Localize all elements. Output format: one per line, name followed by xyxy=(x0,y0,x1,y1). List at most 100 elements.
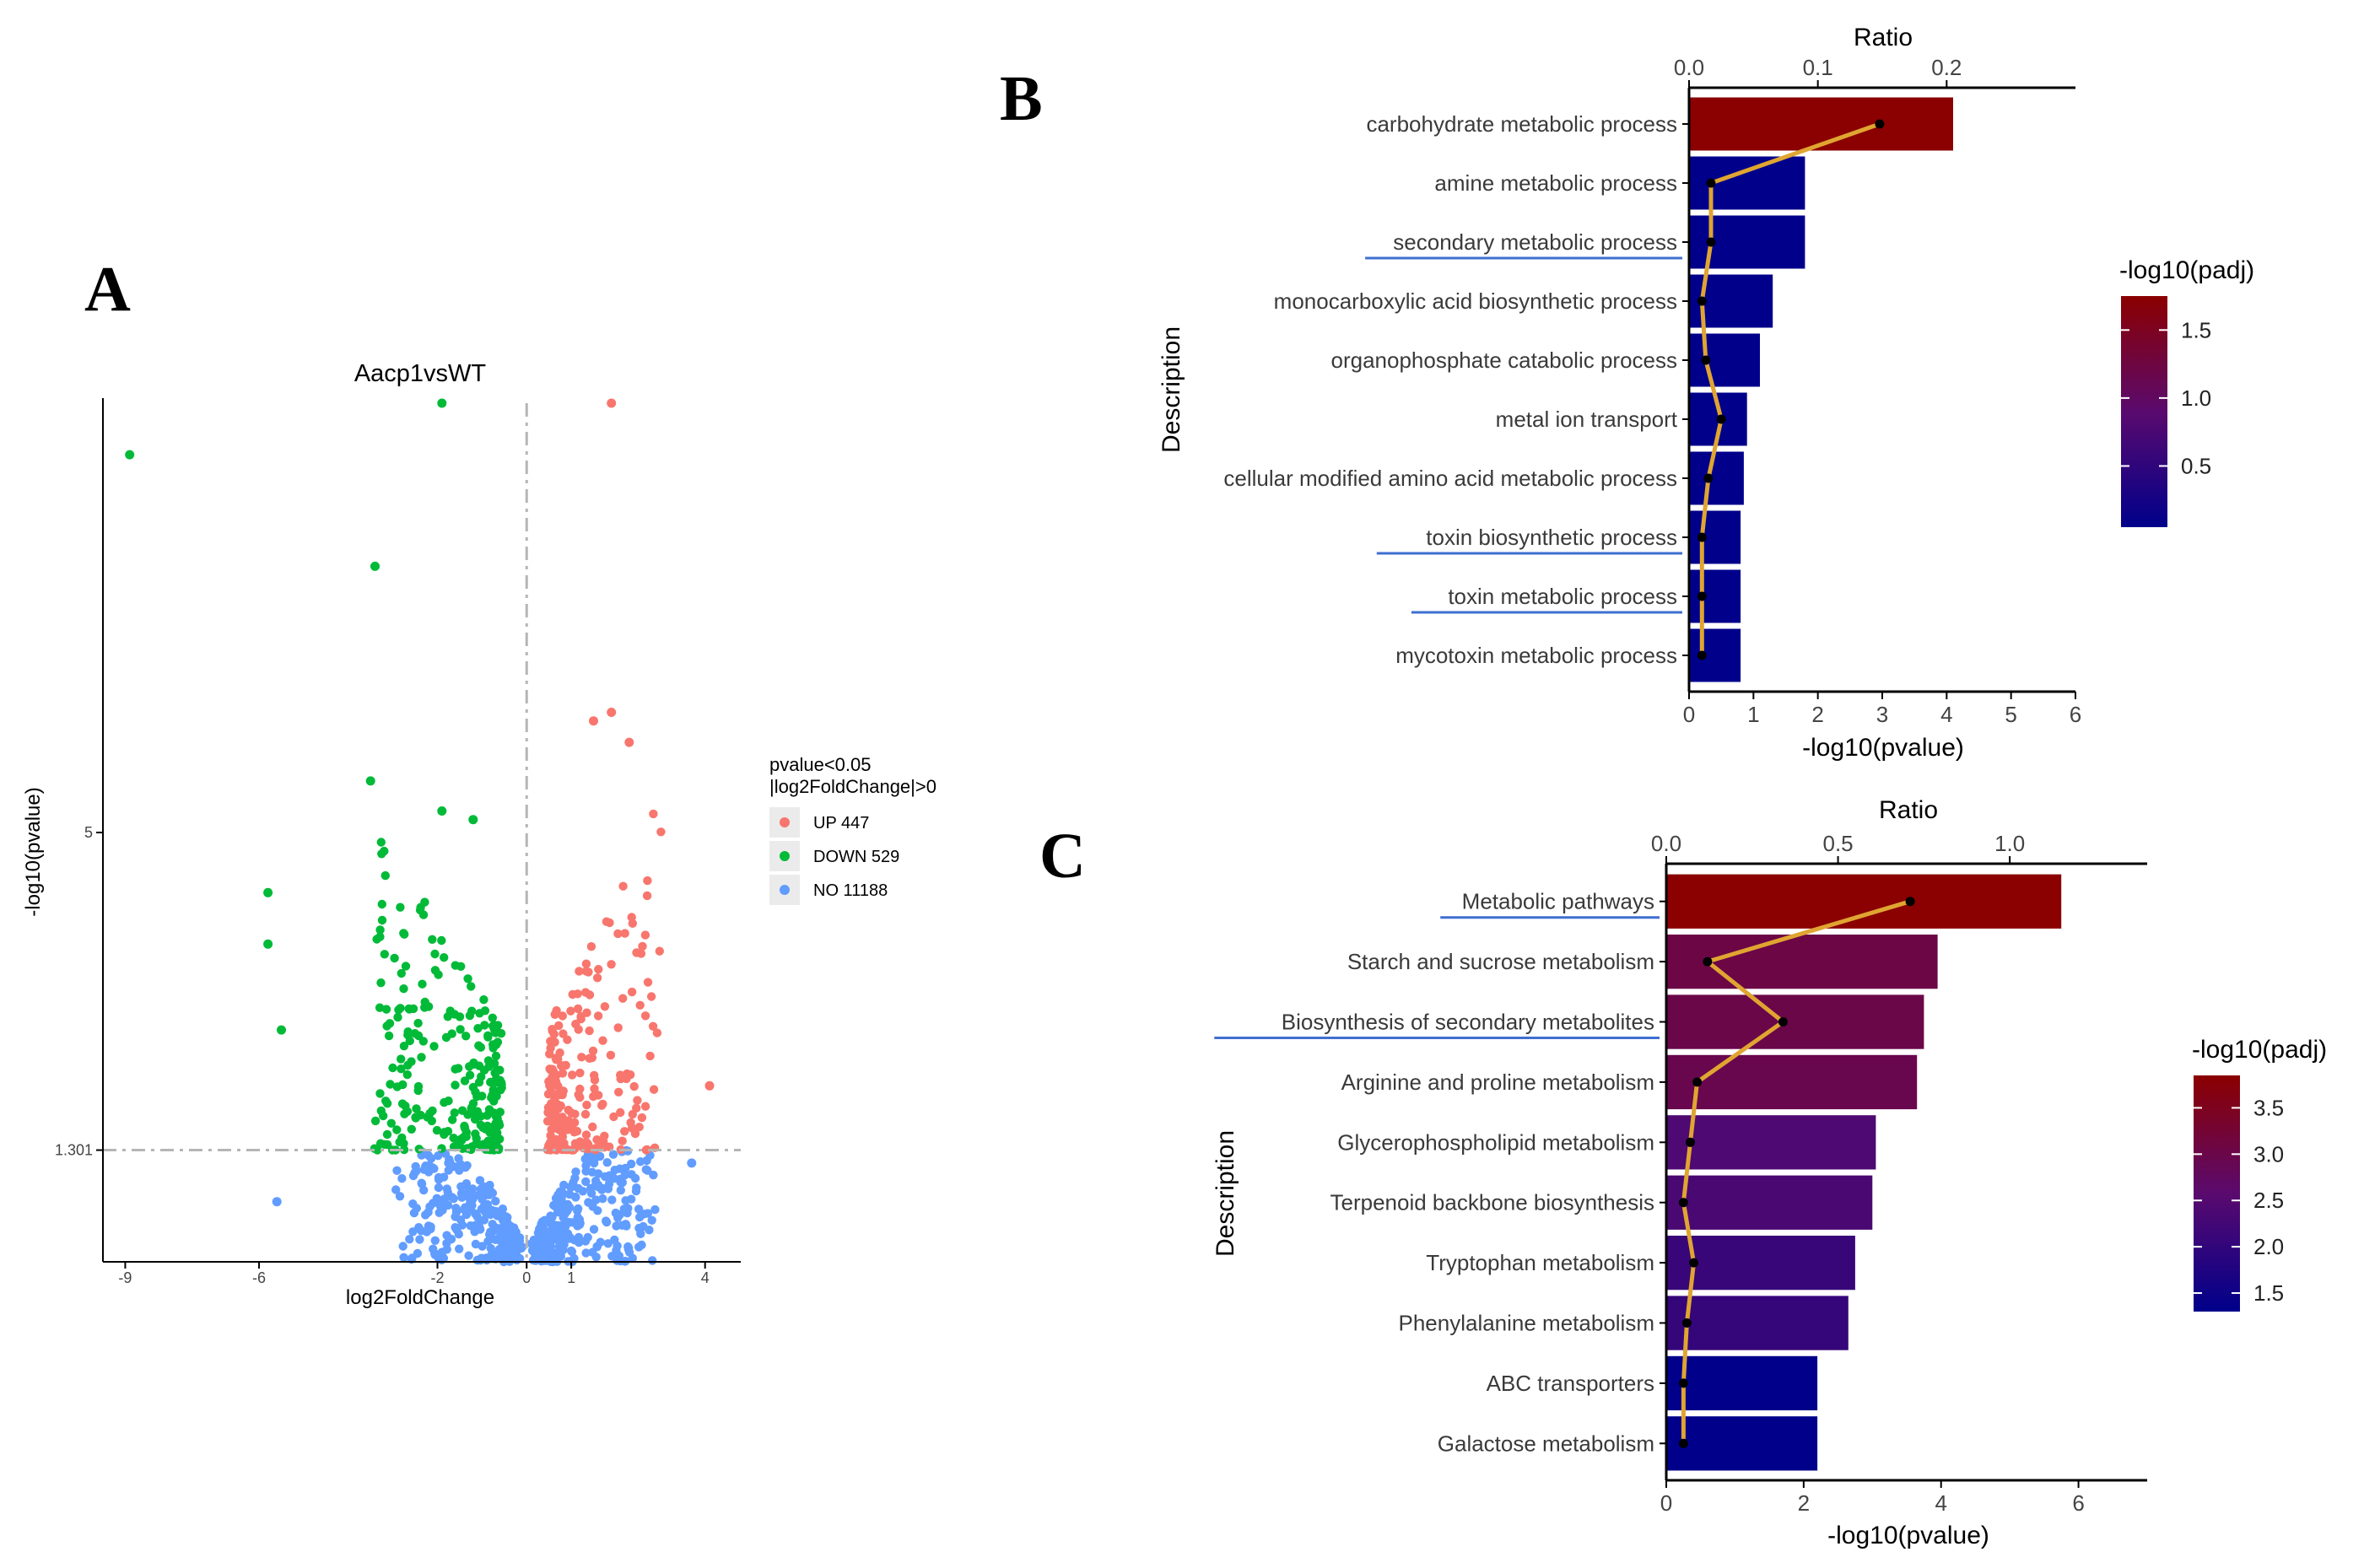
data-point-down xyxy=(418,1037,428,1046)
kegg-colorbar-tick-label: 1.5 xyxy=(2253,1280,2284,1306)
data-point-up xyxy=(648,1021,658,1032)
data-point-no xyxy=(573,1221,582,1231)
data-point-down xyxy=(440,1097,449,1107)
data-point-no xyxy=(598,1194,607,1204)
data-point-down xyxy=(399,984,408,994)
data-point-no xyxy=(574,1232,584,1242)
go-category-label: metal ion transport xyxy=(1496,407,1678,432)
data-point-down xyxy=(471,1087,480,1097)
data-point-up xyxy=(577,1053,586,1062)
kegg-enrichment-chart: Ratio -log10(pvalue) Description -log10(… xyxy=(1212,796,2327,1549)
data-point-down xyxy=(412,1104,421,1113)
go-bar xyxy=(1689,569,1741,623)
data-point-down xyxy=(488,1122,499,1131)
data-point-no xyxy=(434,1183,444,1193)
data-point-no xyxy=(687,1158,697,1168)
data-point-no xyxy=(648,1256,657,1265)
kegg-ratio-tick-label: 1.0 xyxy=(1994,831,2025,856)
data-point-down xyxy=(440,953,449,962)
data-point-down xyxy=(263,939,273,949)
data-point-down xyxy=(390,953,399,963)
data-point-up xyxy=(620,1127,629,1136)
go-category-label: cellular modified amino acid metabolic p… xyxy=(1223,466,1677,491)
go-category-label: mycotoxin metabolic process xyxy=(1395,643,1677,668)
data-point-no xyxy=(563,1229,573,1238)
data-point-no xyxy=(471,1239,481,1249)
data-point-no xyxy=(504,1227,513,1237)
data-point-up xyxy=(543,1090,553,1099)
kegg-bar xyxy=(1666,1115,1876,1170)
data-point-up xyxy=(646,992,656,1001)
data-point-up xyxy=(618,1136,627,1145)
data-point-down xyxy=(428,935,437,945)
data-point-down xyxy=(437,935,446,946)
data-point-no xyxy=(608,1150,618,1159)
volcano-points xyxy=(125,398,715,1267)
data-point-up xyxy=(586,942,596,951)
data-point-no xyxy=(620,1170,629,1180)
data-point-down xyxy=(393,1012,402,1022)
data-point-no xyxy=(583,1232,592,1242)
data-point-up xyxy=(649,1085,659,1094)
data-point-no xyxy=(494,1252,504,1261)
data-point-down xyxy=(430,949,440,959)
kegg-ratio-point xyxy=(1686,1137,1695,1147)
data-point-up xyxy=(632,948,641,957)
data-point-up xyxy=(645,1051,655,1061)
data-point-no xyxy=(634,1242,644,1252)
data-point-up xyxy=(545,1049,554,1059)
data-point-down xyxy=(479,995,488,1005)
kegg-ratio-point xyxy=(1678,1198,1688,1208)
data-point-down xyxy=(488,1091,497,1100)
data-point-no xyxy=(618,1220,627,1231)
data-point-no xyxy=(467,1190,477,1199)
data-point-up xyxy=(593,1011,603,1021)
data-point-up xyxy=(589,716,598,726)
data-point-no xyxy=(442,1238,451,1248)
data-point-no xyxy=(529,1235,538,1245)
data-point-down xyxy=(376,838,386,847)
data-point-no xyxy=(586,1188,596,1199)
data-point-no xyxy=(397,1174,407,1183)
go-ratio-point xyxy=(1697,532,1707,542)
kegg-bar xyxy=(1666,1054,1918,1110)
data-point-no xyxy=(466,1198,475,1207)
go-ratio-axis-title: Ratio xyxy=(1854,24,1913,51)
data-point-up xyxy=(574,1090,583,1100)
data-point-down xyxy=(397,968,406,978)
data-point-up xyxy=(574,1025,583,1034)
data-point-down xyxy=(467,982,476,991)
data-point-down xyxy=(492,1065,502,1075)
go-ratio-point xyxy=(1706,178,1716,188)
volcano-y-axis-title: -log10(pvalue) xyxy=(22,787,45,916)
data-point-up xyxy=(616,1074,625,1084)
data-point-no xyxy=(443,1188,452,1198)
data-point-no xyxy=(407,1253,417,1263)
data-point-up xyxy=(628,1109,637,1119)
data-point-down xyxy=(461,1132,471,1141)
data-point-no xyxy=(647,1215,656,1226)
data-point-down xyxy=(432,1125,442,1135)
data-point-up xyxy=(626,1070,635,1080)
data-point-down xyxy=(263,887,273,897)
data-point-down xyxy=(411,1113,420,1123)
kegg-ratio-point xyxy=(1692,1077,1703,1087)
data-point-down xyxy=(375,1089,385,1098)
data-point-down xyxy=(392,1125,402,1134)
data-point-no xyxy=(564,1217,574,1227)
data-point-up xyxy=(642,891,652,901)
data-point-no xyxy=(429,1244,438,1254)
data-point-no xyxy=(434,1175,444,1184)
volcano-x-tick-label: 0 xyxy=(522,1269,531,1286)
go-bar xyxy=(1689,97,1953,151)
go-category-label: toxin metabolic process xyxy=(1448,584,1677,609)
data-point-down xyxy=(437,806,447,816)
data-point-up xyxy=(568,1070,577,1080)
go-ratio-point xyxy=(1716,414,1726,424)
kegg-bar xyxy=(1666,994,1924,1049)
kegg-ratio-point xyxy=(1703,956,1713,967)
data-point-up xyxy=(542,1117,553,1126)
data-point-down xyxy=(402,1070,412,1080)
data-point-no xyxy=(596,1237,605,1247)
data-point-down xyxy=(377,899,386,909)
